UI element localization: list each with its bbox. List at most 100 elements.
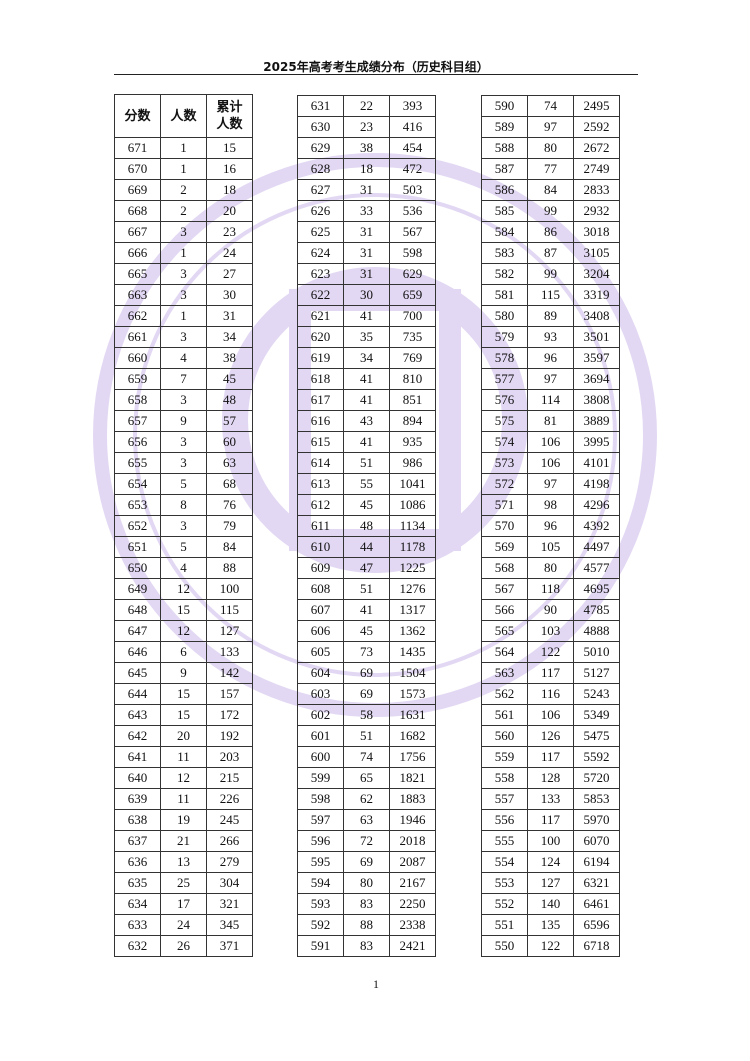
score-cell: 575 xyxy=(481,410,528,432)
table-row: 651 5 84 xyxy=(114,536,253,558)
count-cell: 15 xyxy=(160,704,207,726)
score-cell: 589 xyxy=(481,116,528,138)
score-cell: 580 xyxy=(481,305,528,327)
table-row: 604 69 1504 xyxy=(297,662,436,684)
count-cell: 106 xyxy=(527,431,574,453)
count-cell: 23 xyxy=(343,116,390,138)
table-row: 614 51 986 xyxy=(297,452,436,474)
score-cell: 656 xyxy=(114,431,161,453)
cumulative-cell: 30 xyxy=(206,284,253,306)
score-cell: 604 xyxy=(297,662,344,684)
count-cell: 100 xyxy=(527,830,574,852)
cumulative-cell: 5475 xyxy=(573,725,620,747)
score-cell: 578 xyxy=(481,347,528,369)
table-row: 634 17 321 xyxy=(114,893,253,915)
count-cell: 31 xyxy=(343,242,390,264)
cumulative-cell: 60 xyxy=(206,431,253,453)
score-cell: 640 xyxy=(114,767,161,789)
table-row: 609 47 1225 xyxy=(297,557,436,579)
count-cell: 44 xyxy=(343,536,390,558)
table-row: 559 117 5592 xyxy=(481,746,620,768)
cumulative-cell: 1756 xyxy=(389,746,436,768)
table-row: 630 23 416 xyxy=(297,116,436,138)
count-cell: 89 xyxy=(527,305,574,327)
count-cell: 3 xyxy=(160,326,207,348)
table-row: 558 128 5720 xyxy=(481,767,620,789)
cumulative-cell: 4296 xyxy=(573,494,620,516)
count-cell: 4 xyxy=(160,557,207,579)
cumulative-cell: 2592 xyxy=(573,116,620,138)
score-cell: 661 xyxy=(114,326,161,348)
score-cell: 607 xyxy=(297,599,344,621)
table-row: 590 74 2495 xyxy=(481,95,620,117)
score-cell: 657 xyxy=(114,410,161,432)
score-cell: 560 xyxy=(481,725,528,747)
score-cell: 588 xyxy=(481,137,528,159)
score-cell: 615 xyxy=(297,431,344,453)
count-cell: 45 xyxy=(343,494,390,516)
table-row: 648 15 115 xyxy=(114,599,253,621)
count-cell: 99 xyxy=(527,263,574,285)
score-cell: 623 xyxy=(297,263,344,285)
header-cumulative-line: 累计 xyxy=(216,100,243,115)
score-cell: 660 xyxy=(114,347,161,369)
table-row: 587 77 2749 xyxy=(481,158,620,180)
score-cell: 627 xyxy=(297,179,344,201)
cumulative-cell: 503 xyxy=(389,179,436,201)
count-cell: 58 xyxy=(343,704,390,726)
count-cell: 5 xyxy=(160,536,207,558)
score-cell: 565 xyxy=(481,620,528,642)
count-cell: 69 xyxy=(343,662,390,684)
count-cell: 15 xyxy=(160,599,207,621)
count-cell: 72 xyxy=(343,830,390,852)
cumulative-cell: 1178 xyxy=(389,536,436,558)
cumulative-cell: 215 xyxy=(206,767,253,789)
count-cell: 13 xyxy=(160,851,207,873)
header-cumulative: 累计 人数 xyxy=(206,94,253,138)
header-score: 分数 xyxy=(114,94,161,138)
cumulative-cell: 393 xyxy=(389,95,436,117)
table-row: 621 41 700 xyxy=(297,305,436,327)
count-cell: 30 xyxy=(343,284,390,306)
count-cell: 140 xyxy=(527,893,574,915)
cumulative-cell: 279 xyxy=(206,851,253,873)
score-cell: 636 xyxy=(114,851,161,873)
score-cell: 666 xyxy=(114,242,161,264)
score-cell: 663 xyxy=(114,284,161,306)
table-row: 582 99 3204 xyxy=(481,263,620,285)
table-row: 655 3 63 xyxy=(114,452,253,474)
score-cell: 564 xyxy=(481,641,528,663)
count-cell: 3 xyxy=(160,431,207,453)
cumulative-cell: 472 xyxy=(389,158,436,180)
cumulative-cell: 18 xyxy=(206,179,253,201)
cumulative-cell: 416 xyxy=(389,116,436,138)
count-cell: 96 xyxy=(527,515,574,537)
score-cell: 622 xyxy=(297,284,344,306)
table-row: 606 45 1362 xyxy=(297,620,436,642)
cumulative-cell: 5720 xyxy=(573,767,620,789)
table-row: 577 97 3694 xyxy=(481,368,620,390)
cumulative-cell: 1504 xyxy=(389,662,436,684)
table-row: 613 55 1041 xyxy=(297,473,436,495)
score-cell: 557 xyxy=(481,788,528,810)
cumulative-cell: 245 xyxy=(206,809,253,831)
table-row: 589 97 2592 xyxy=(481,116,620,138)
score-cell: 586 xyxy=(481,179,528,201)
count-cell: 3 xyxy=(160,452,207,474)
cumulative-cell: 45 xyxy=(206,368,253,390)
cumulative-cell: 1435 xyxy=(389,641,436,663)
count-cell: 118 xyxy=(527,578,574,600)
cumulative-cell: 63 xyxy=(206,452,253,474)
score-cell: 614 xyxy=(297,452,344,474)
table-row: 553 127 6321 xyxy=(481,872,620,894)
score-cell: 587 xyxy=(481,158,528,180)
table-row: 576 114 3808 xyxy=(481,389,620,411)
count-cell: 47 xyxy=(343,557,390,579)
score-cell: 585 xyxy=(481,200,528,222)
cumulative-cell: 629 xyxy=(389,263,436,285)
table-row: 639 11 226 xyxy=(114,788,253,810)
cumulative-cell: 57 xyxy=(206,410,253,432)
table-row: 600 74 1756 xyxy=(297,746,436,768)
cumulative-cell: 2167 xyxy=(389,872,436,894)
cumulative-cell: 4392 xyxy=(573,515,620,537)
